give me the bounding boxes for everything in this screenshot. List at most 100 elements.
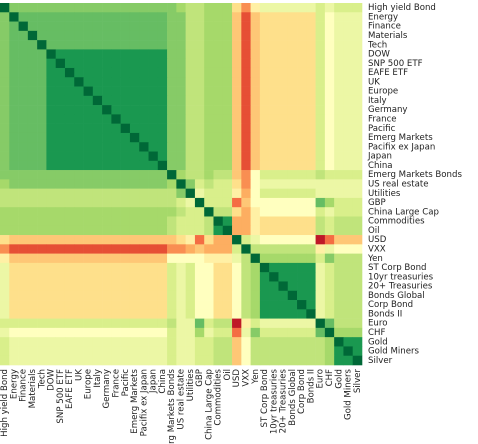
heatmap-cell: [0, 179, 10, 189]
heatmap-cell: [9, 207, 19, 217]
heatmap-cell: [259, 337, 270, 347]
heatmap-cell: [0, 337, 10, 347]
heatmap-cell: [18, 114, 29, 124]
heatmap-cell: [222, 3, 233, 13]
heatmap-cell: [315, 105, 326, 115]
heatmap-cell: [343, 142, 354, 152]
heatmap-cell: [204, 216, 214, 227]
heatmap-cell: [176, 77, 186, 87]
heatmap-cell: [250, 3, 261, 13]
heatmap-cell: [352, 290, 363, 301]
heatmap-cell: [241, 3, 251, 13]
heatmap-cell: [222, 309, 233, 319]
heatmap-cell: [269, 77, 279, 87]
heatmap-cell: [278, 281, 289, 292]
heatmap-cell: [46, 105, 56, 115]
heatmap-cell: [46, 207, 56, 217]
heatmap-cell: [176, 346, 186, 357]
heatmap-cell: [55, 281, 66, 292]
heatmap-cell: [287, 3, 298, 13]
heatmap-cell: [9, 3, 19, 13]
heatmap-cell: [83, 318, 94, 329]
heatmap-cell: [204, 114, 214, 124]
heatmap-cell: [194, 3, 205, 13]
heatmap-cell: [64, 327, 75, 338]
heatmap-cell: [269, 346, 279, 357]
heatmap-cell: [129, 142, 140, 152]
heatmap-cell: [74, 67, 84, 78]
heatmap-cell: [250, 216, 261, 227]
heatmap-cell: [55, 225, 66, 236]
y-tick-label: Silver: [368, 356, 393, 366]
heatmap-cell: [315, 114, 326, 124]
heatmap-cell: [37, 123, 47, 134]
heatmap-cell: [139, 337, 149, 347]
heatmap-cell: [213, 86, 224, 97]
heatmap-cell: [92, 179, 103, 189]
heatmap-cell: [37, 262, 47, 273]
heatmap-cell: [204, 170, 214, 180]
heatmap-cell: [120, 21, 131, 32]
heatmap-cell: [83, 86, 94, 97]
heatmap-cell: [167, 30, 177, 41]
heatmap-cell: [287, 281, 298, 292]
heatmap-cell: [139, 77, 149, 87]
heatmap-cell: [204, 346, 214, 357]
heatmap-cell: [120, 337, 131, 347]
heatmap-cell: [287, 86, 298, 97]
heatmap-cell: [139, 67, 149, 78]
heatmap-cell: [27, 318, 38, 329]
heatmap-cell: [167, 105, 177, 115]
heatmap-cell: [0, 58, 10, 69]
heatmap-cell: [37, 300, 47, 310]
heatmap-cell: [27, 21, 38, 32]
heatmap-cell: [176, 132, 186, 143]
heatmap-cell: [102, 105, 112, 115]
heatmap-cell: [139, 346, 149, 357]
heatmap-cell: [241, 67, 251, 78]
heatmap-cell: [92, 170, 103, 180]
heatmap-cell: [232, 346, 242, 357]
heatmap-cell: [18, 346, 29, 357]
heatmap-cell: [46, 151, 56, 162]
heatmap-cell: [111, 346, 121, 357]
heatmap-cell: [343, 216, 354, 227]
heatmap-cell: [232, 123, 242, 134]
heatmap-cell: [222, 281, 233, 292]
heatmap-cell: [139, 160, 149, 171]
heatmap-cell: [241, 151, 251, 162]
heatmap-cell: [111, 235, 121, 245]
heatmap-cell: [167, 300, 177, 310]
heatmap-cell: [306, 235, 316, 245]
heatmap-cell: [306, 225, 316, 236]
heatmap-cell: [194, 160, 205, 171]
heatmap-cell: [185, 318, 196, 329]
heatmap-cell: [46, 290, 56, 301]
x-tick-label: Gold Miners: [344, 368, 354, 420]
heatmap-cell: [232, 244, 242, 254]
heatmap-cell: [297, 170, 307, 180]
x-tick-label: Europe: [84, 369, 94, 399]
heatmap-cell: [306, 327, 316, 338]
heatmap-cell: [315, 40, 326, 50]
heatmap-cell: [278, 290, 289, 301]
heatmap-cell: [315, 151, 326, 162]
heatmap-cell: [46, 197, 56, 208]
heatmap-cell: [278, 355, 289, 366]
heatmap-cell: [9, 67, 19, 78]
heatmap-cell: [129, 67, 140, 78]
heatmap-cell: [139, 21, 149, 32]
heatmap-cell: [213, 207, 224, 217]
heatmap-cell: [232, 318, 242, 329]
heatmap-cell: [83, 262, 94, 273]
heatmap-cell: [129, 290, 140, 301]
x-tick-label: 10yr treasuries: [269, 368, 279, 434]
heatmap-cell: [120, 58, 131, 69]
heatmap-cell: [287, 346, 298, 357]
heatmap-cell: [352, 272, 363, 282]
heatmap-cell: [334, 142, 344, 152]
y-tick-label: ST Corp Bond: [368, 263, 426, 273]
heatmap-cell: [27, 67, 38, 78]
heatmap-cell: [334, 225, 344, 236]
heatmap-cell: [92, 77, 103, 87]
